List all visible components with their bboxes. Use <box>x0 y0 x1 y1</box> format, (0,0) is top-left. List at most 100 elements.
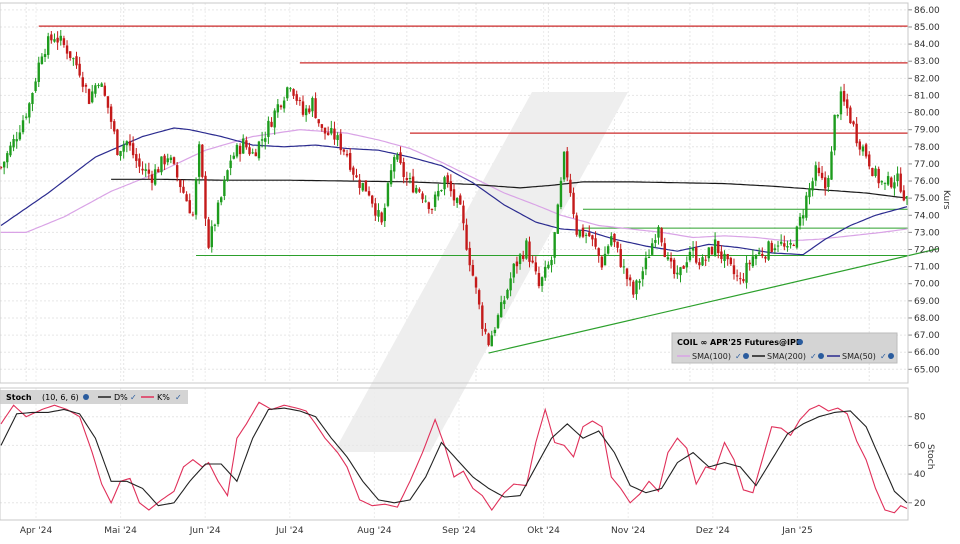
candle-body <box>820 172 824 179</box>
candle-body <box>380 212 383 223</box>
check-icon[interactable]: ✓ <box>810 352 817 361</box>
candle-body <box>515 261 519 267</box>
candle-body <box>282 100 286 109</box>
candle-body <box>160 156 163 173</box>
candle-body <box>547 264 550 269</box>
stoch-plot-frame <box>0 387 909 521</box>
candle-body <box>449 181 453 192</box>
candle-body <box>619 249 622 268</box>
candle-body <box>138 158 141 167</box>
candle-body <box>374 203 377 216</box>
candle-body <box>364 180 368 192</box>
candle-body <box>462 205 465 224</box>
candle-body <box>742 279 745 282</box>
candle-body <box>584 234 588 236</box>
candle-body <box>361 182 364 191</box>
candle-body <box>773 248 777 251</box>
candle-body <box>330 128 333 134</box>
candle-body <box>877 168 880 184</box>
candle-body <box>232 155 235 159</box>
candle-body <box>100 83 103 87</box>
price-y-axis: 65.00 66.00 67.00 68.00 69.00 70.00 71.00 72.00… <box>908 6 940 375</box>
candle-body <box>704 259 707 261</box>
candle-body <box>761 253 764 256</box>
candle-body <box>493 329 497 334</box>
candle-body <box>352 167 355 175</box>
candle-body <box>355 175 358 178</box>
price-tick-label: 84.00 <box>914 40 940 50</box>
candle-body <box>87 89 91 104</box>
candle-body <box>12 138 15 148</box>
price-tick-label: 76.00 <box>914 177 940 187</box>
candle-body <box>503 300 506 305</box>
globe-icon[interactable] <box>818 353 824 359</box>
candle-body <box>348 153 352 170</box>
candle-body <box>301 101 305 115</box>
candle-body <box>28 103 31 118</box>
candle-body <box>666 257 670 260</box>
candle-body <box>713 239 717 256</box>
stoch-tick-label: 40 <box>914 470 926 480</box>
check-icon[interactable]: ✓ <box>735 352 742 361</box>
candle-body <box>286 87 289 99</box>
candle-body <box>383 207 386 222</box>
candle-body <box>103 85 107 96</box>
candle-body <box>537 273 541 287</box>
candle-body <box>896 173 899 182</box>
candle-body <box>748 262 751 265</box>
candle-body <box>481 305 484 329</box>
candle-body <box>128 141 132 146</box>
candle-body <box>776 245 780 247</box>
price-tick-label: 69.00 <box>914 297 940 307</box>
candle-body <box>65 45 69 54</box>
candle-body <box>182 186 185 193</box>
check-icon[interactable]: ✓ <box>880 352 887 361</box>
candle-body <box>179 179 182 188</box>
stoch-lines <box>0 401 908 514</box>
candle-body <box>720 251 723 259</box>
candle-body <box>902 190 906 201</box>
candle-body <box>295 94 298 101</box>
candle-body <box>421 193 424 200</box>
candle-body <box>119 151 122 157</box>
candle-body <box>691 248 695 251</box>
check-icon[interactable]: ✓ <box>175 393 182 402</box>
candle-body <box>197 144 201 177</box>
candle-body <box>890 177 893 188</box>
stoch-k-line <box>0 401 908 514</box>
candlesticks <box>0 30 909 347</box>
candle-body <box>544 266 547 278</box>
candle-body <box>97 85 100 87</box>
candle-body <box>732 265 736 275</box>
candle-body <box>210 226 213 248</box>
candle-body <box>393 157 396 172</box>
svg-text:COIL ∞ APR'2: COIL ∞ APR'25 Futures@IPE <box>677 338 801 347</box>
candle-body <box>465 224 468 250</box>
candle-body <box>333 128 336 140</box>
candle-body <box>213 224 217 226</box>
candle-body <box>43 54 47 57</box>
candle-body <box>69 51 72 58</box>
globe-icon[interactable] <box>797 339 803 345</box>
candle-body <box>669 257 673 262</box>
candle-body <box>317 119 320 124</box>
candle-body <box>805 195 808 218</box>
candle-body <box>786 246 789 248</box>
globe-icon[interactable] <box>83 394 89 400</box>
candle-body <box>471 265 475 276</box>
candle-body <box>62 38 66 45</box>
globe-icon[interactable] <box>743 353 749 359</box>
candle-body <box>751 256 755 267</box>
candle-body <box>770 242 773 252</box>
candle-body <box>899 173 902 192</box>
candle-body <box>443 177 446 190</box>
globe-icon[interactable] <box>888 353 894 359</box>
candle-body <box>194 179 198 215</box>
stoch-axis-label: Stoch <box>925 444 935 469</box>
check-icon[interactable]: ✓ <box>130 393 137 402</box>
price-tick-label: 73.00 <box>914 228 940 238</box>
candle-body <box>84 84 88 87</box>
price-tick-label: 67.00 <box>914 331 940 341</box>
stoch-tick-label: 60 <box>914 441 926 451</box>
